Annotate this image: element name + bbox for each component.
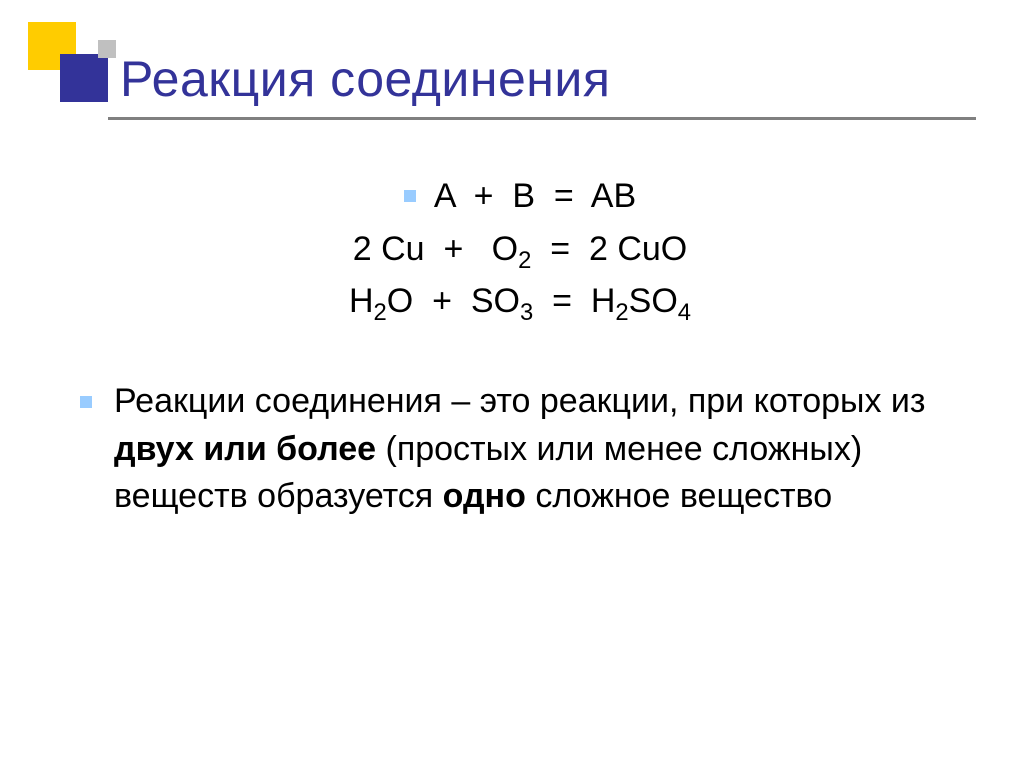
- definition-block: Реакции соединения – это реакции, при ко…: [80, 378, 960, 521]
- deco-blue: [60, 54, 108, 102]
- content-area: A + B = AB 2 Cu + O2 = 2 CuO H2O + SO3 =…: [80, 170, 960, 521]
- bullet-icon: [80, 396, 92, 408]
- equation-text-1: A + B = AB: [434, 170, 636, 223]
- deco-gray: [98, 40, 116, 58]
- equations-block: A + B = AB 2 Cu + O2 = 2 CuO H2O + SO3 =…: [80, 170, 960, 328]
- equation-line-1: A + B = AB: [80, 170, 960, 223]
- title-underline: [108, 117, 976, 120]
- equation-text-2: 2 Cu + O2 = 2 CuO: [353, 223, 688, 276]
- equation-line-3: H2O + SO3 = H2SO4: [80, 275, 960, 328]
- slide-title: Реакция соединения: [120, 50, 610, 108]
- definition-text: Реакции соединения – это реакции, при ко…: [114, 378, 960, 521]
- bullet-icon: [404, 190, 416, 202]
- equation-text-3: H2O + SO3 = H2SO4: [349, 275, 691, 328]
- title-container: Реакция соединения: [120, 50, 610, 108]
- equation-line-2: 2 Cu + O2 = 2 CuO: [80, 223, 960, 276]
